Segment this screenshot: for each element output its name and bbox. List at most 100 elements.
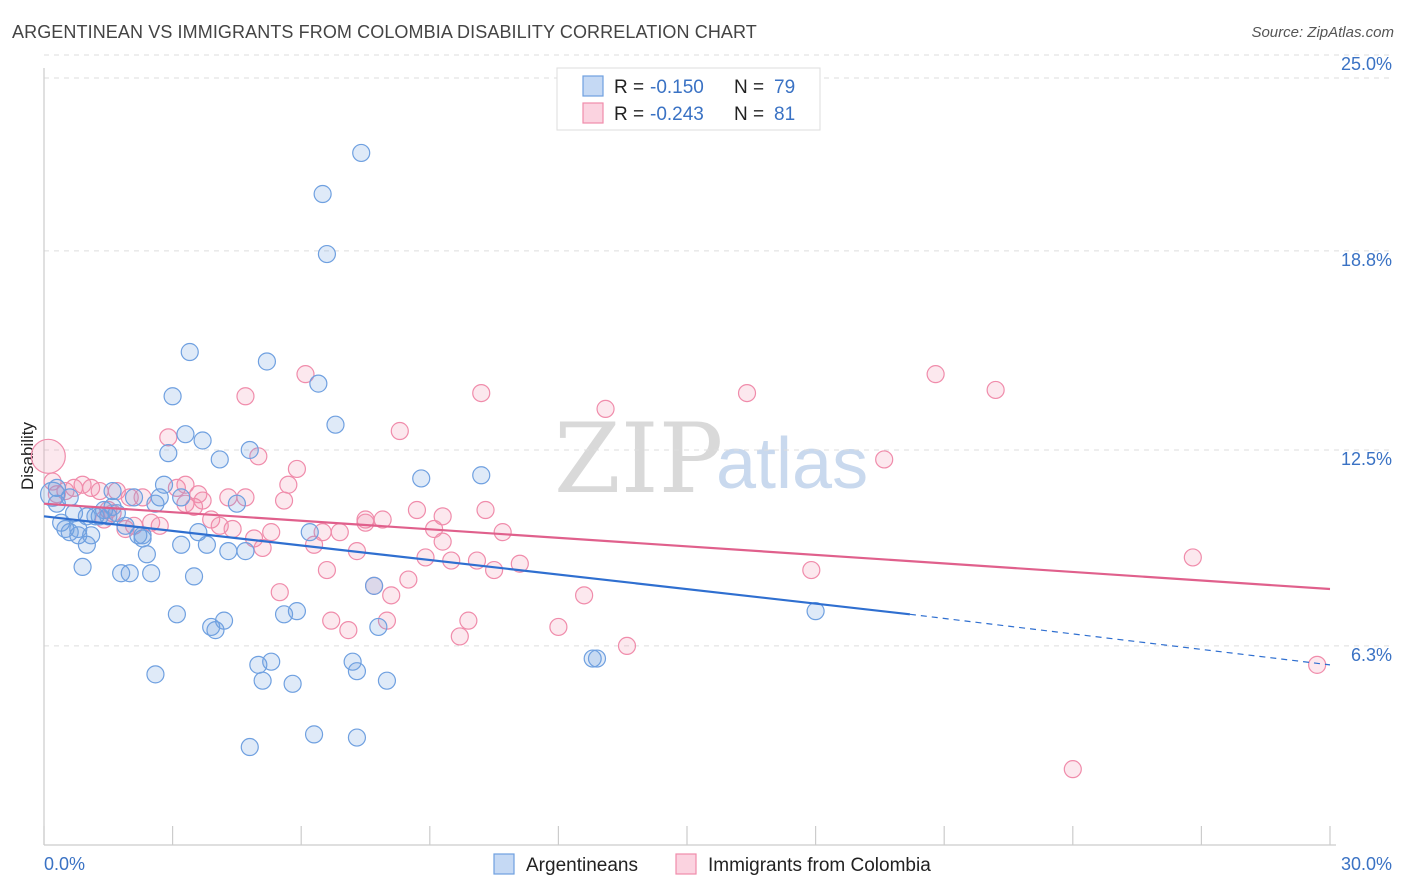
argentineans-point-32 [184,567,204,586]
legend-n-label-2: N = [734,104,764,125]
colombia-point-60 [875,450,894,469]
colombia-point-14 [159,428,178,447]
legend-n-value-2: 81 [774,104,795,125]
argentineans-point-69 [146,665,165,684]
argentineans-point-46 [257,352,277,371]
colombia-point-64 [1183,548,1202,567]
colombia-point-52 [493,523,512,542]
argentineans-point-71 [240,737,259,757]
watermark-atlas: atlas [716,424,868,504]
trend-lines [43,502,1331,666]
colombia-point-48 [459,611,478,630]
colombia-point-40 [390,421,409,441]
colombia-point-78 [223,519,242,539]
argentineans-point-43 [240,440,259,460]
colombia-point-63 [1063,760,1082,779]
source-label: Source: ZipAtlas.com [1251,24,1394,41]
colombia-point-32 [322,611,341,630]
legend: R = -0.150 N = 79 R = -0.243 N = 81 [556,67,821,131]
argentineans-point-40 [219,542,238,561]
argentineans-point-42 [236,542,255,561]
colombia-point-53 [510,554,529,573]
colombia-point-80 [274,491,294,510]
argentineans-point-29 [172,535,191,554]
colombia-point-71 [317,560,337,580]
argentineans-point-31 [180,342,199,362]
colombia-point-55 [575,586,594,605]
argentineans-point-65 [587,649,607,668]
series-colombia-points [30,365,1327,779]
colombia-point-54 [549,617,568,637]
colombia-point-62 [986,380,1005,400]
argentineans-point-57 [347,662,367,681]
argentineans-point-63 [472,466,491,485]
colombia-point-24 [253,538,272,558]
y-tick-labels: 6.3% 12.5% 18.8% 25.0% [1341,54,1392,665]
argentineans-point-51 [300,523,319,542]
argentineans-point-7 [73,557,92,577]
colombia-point-47 [450,627,469,646]
colombia-point-75 [356,513,375,532]
argentineans-point-77 [69,519,88,539]
argentineans-point-47 [262,652,281,671]
colombia-point-29 [296,365,315,384]
legend-r-label-1: R = [614,77,644,98]
axes [43,68,1336,846]
argentineans-point-27 [163,387,182,406]
colombia-point-26 [270,583,289,602]
argentineans-point-72 [304,725,324,744]
colombia-point-74 [120,488,139,507]
argentineans-point-61 [377,671,397,690]
argentineans-point-53 [313,184,332,204]
argentineans-point-34 [193,431,212,450]
argentineans-point-8 [77,535,96,554]
argentineans-point-55 [326,415,345,434]
argentineans-point-28 [167,605,186,624]
series-argentineans-points [39,143,825,757]
colombia-point-13 [150,516,169,535]
argentineans-point-30 [176,425,195,444]
colombia-point-34 [339,621,358,640]
legend-swatch-pink [582,102,604,124]
watermark-zip: ZIP [554,403,723,515]
y-tick-label-3: 25.0% [1341,54,1392,74]
colombia-point-27 [279,475,298,494]
argentineans-point-17 [120,564,139,583]
colombia-point-59 [802,560,821,580]
colombia-point-41 [399,570,418,589]
bottom-legend-swatch-pink [675,853,697,875]
colombia-point-46 [442,551,461,570]
argentineans-point-38 [210,450,229,469]
x-ticks [43,826,1331,845]
chart-title: ARGENTINEAN VS IMMIGRANTS FROM COLOMBIA … [12,22,757,42]
argentineans-point-35 [197,535,216,554]
legend-n-value-1: 79 [774,77,795,98]
argentineans-point-0 [39,481,66,507]
argentineans-point-22 [142,564,161,583]
argentineans-point-62 [412,469,431,488]
argentineans-point-59 [364,576,384,595]
argentineans-point-60 [369,617,388,637]
colombia-point-57 [617,636,637,656]
colombia-point-0 [30,438,66,474]
colombia-point-33 [330,523,349,542]
argentineans-point-21 [137,545,156,564]
colombia-point-51 [485,560,504,580]
argentineans-point-49 [283,674,302,693]
legend-r-value-1: -0.150 [650,77,704,98]
argentineans-point-45 [253,671,272,690]
argentineans-point-73 [347,728,367,747]
argentineans-point-70 [172,488,191,507]
colombia-point-28 [287,459,307,479]
x-tick-label-min: 0.0% [44,854,85,874]
legend-r-value-2: -0.243 [650,104,704,125]
argentineans-point-26 [159,444,178,463]
bottom-legend-label-argentineans: Argentineans [526,855,638,876]
colombia-trend-line [43,502,1331,591]
y-tick-label-2: 18.8% [1341,250,1392,270]
colombia-point-39 [382,586,401,605]
argentineans-trend-line-extrapolated [909,613,1331,666]
argentineans-point-18 [124,488,144,507]
argentineans-point-64 [583,649,602,668]
